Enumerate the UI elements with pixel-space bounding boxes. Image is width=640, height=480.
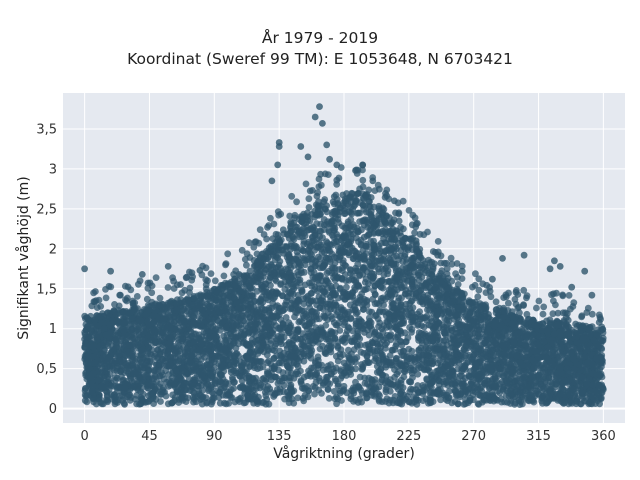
data-point bbox=[371, 291, 379, 299]
data-point bbox=[294, 394, 302, 402]
data-point bbox=[356, 218, 363, 226]
data-point bbox=[272, 373, 280, 381]
data-point bbox=[400, 391, 408, 399]
data-point bbox=[294, 370, 302, 378]
data-point bbox=[360, 205, 368, 213]
data-point bbox=[319, 305, 327, 313]
data-point bbox=[469, 335, 476, 342]
data-point bbox=[222, 392, 230, 399]
data-point bbox=[324, 385, 332, 393]
data-point bbox=[396, 303, 404, 311]
data-point bbox=[553, 374, 561, 382]
data-point bbox=[374, 315, 382, 323]
data-point bbox=[394, 385, 402, 393]
data-point bbox=[218, 379, 226, 386]
data-point bbox=[408, 347, 416, 355]
data-point bbox=[271, 391, 279, 399]
data-point bbox=[291, 313, 298, 321]
data-point bbox=[408, 328, 415, 336]
chart-subtitle: Koordinat (Sweref 99 TM): E 1053648, N 6… bbox=[127, 50, 513, 68]
data-point bbox=[299, 394, 307, 402]
data-point bbox=[363, 298, 371, 305]
data-point bbox=[387, 359, 395, 367]
data-point bbox=[277, 340, 285, 348]
data-point bbox=[165, 377, 173, 385]
data-point bbox=[341, 224, 349, 232]
data-point bbox=[572, 320, 579, 328]
data-point bbox=[378, 376, 386, 384]
data-point bbox=[276, 359, 284, 367]
data-point bbox=[268, 261, 275, 269]
data-point bbox=[320, 288, 328, 296]
data-point bbox=[311, 286, 318, 293]
chart-title: År 1979 - 2019 bbox=[261, 29, 379, 47]
data-point bbox=[437, 396, 444, 404]
data-point bbox=[415, 329, 423, 336]
data-point bbox=[112, 376, 119, 384]
data-point bbox=[298, 246, 305, 254]
data-point bbox=[341, 334, 349, 342]
data-point bbox=[435, 377, 443, 385]
data-points bbox=[81, 103, 607, 408]
data-point bbox=[330, 388, 338, 395]
data-point bbox=[313, 315, 320, 323]
data-point bbox=[220, 384, 228, 392]
data-point bbox=[162, 392, 170, 400]
data-point bbox=[420, 323, 428, 331]
data-point bbox=[174, 339, 182, 347]
data-point bbox=[357, 348, 365, 356]
data-point bbox=[361, 380, 369, 387]
data-point bbox=[216, 399, 224, 407]
data-point bbox=[382, 363, 390, 371]
data-point bbox=[429, 378, 437, 386]
data-point bbox=[323, 208, 331, 216]
data-point bbox=[311, 390, 318, 398]
data-point bbox=[239, 317, 247, 325]
data-point bbox=[327, 282, 335, 290]
data-point bbox=[427, 315, 434, 322]
data-point bbox=[376, 392, 383, 399]
data-point bbox=[273, 352, 280, 360]
data-point bbox=[282, 314, 290, 321]
data-point bbox=[117, 368, 125, 376]
data-point bbox=[290, 235, 298, 243]
data-point bbox=[279, 307, 287, 314]
data-point bbox=[416, 282, 423, 289]
data-point bbox=[343, 283, 350, 291]
data-point bbox=[352, 396, 360, 404]
data-point bbox=[356, 373, 364, 381]
data-point bbox=[393, 370, 401, 378]
